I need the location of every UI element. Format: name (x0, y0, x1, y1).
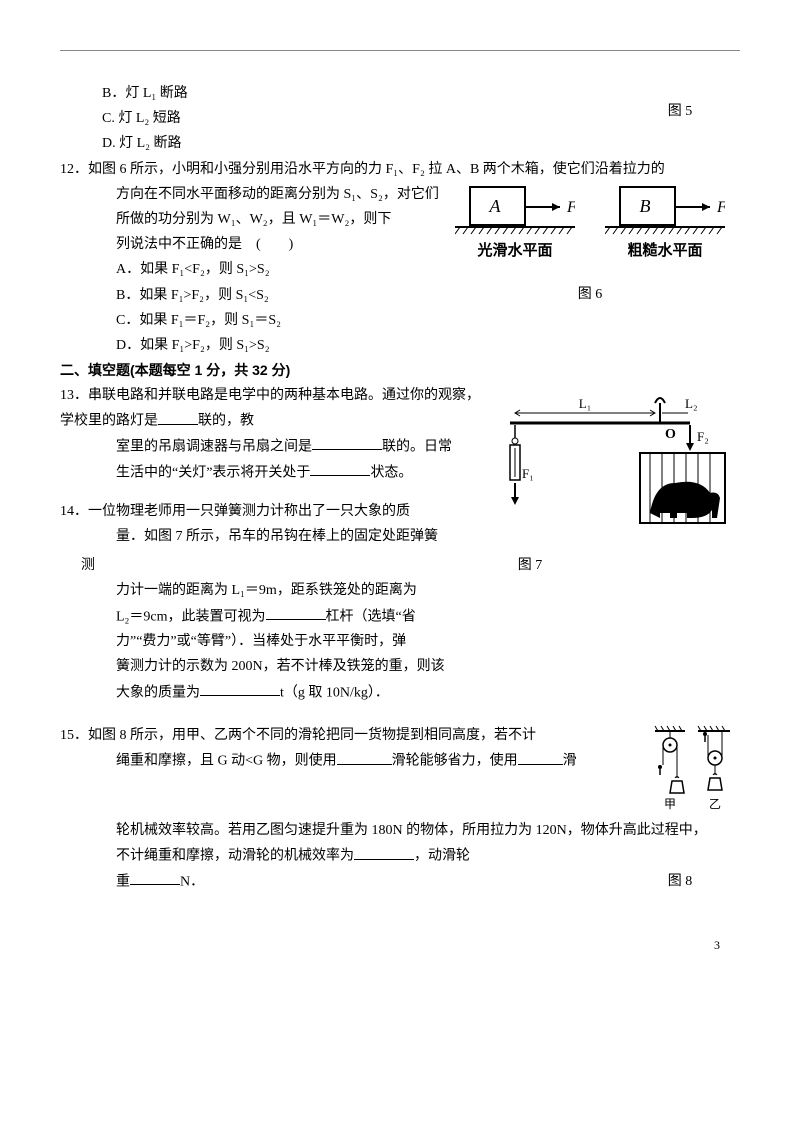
box-b-svg: B F₂ (605, 182, 725, 237)
O-label: O (665, 427, 676, 442)
surface-a: 光滑水平面 (455, 237, 575, 264)
option-b: B．灯 L₁ 断路 (60, 81, 620, 106)
q14-p2: 量．如图 7 所示，吊车的吊钩在棒上的固定处距弹簧 (60, 524, 480, 549)
q13: 13．串联电路和并联电路是电学中的两种基本电路。通过你的观察，学校里的路灯是联的… (60, 383, 480, 485)
jia-label: 甲 (664, 797, 676, 811)
surface-b: 粗糙水平面 (605, 237, 725, 264)
fig8-svg: 甲 乙 (650, 723, 735, 818)
q13-p1b: 联的，教 (198, 414, 254, 429)
options-block-prev: B．灯 L₁ 断路 C. 灯 L₂ 短路 D. 灯 L₂ 断路 图 5 (60, 81, 740, 157)
blank (337, 748, 392, 764)
q12: 12．如图 6 所示，小明和小强分别用沿水平方向的力 F₁、F₂ 拉 A、B 两… (60, 157, 740, 359)
q14-p5: 力”“费力”或“等臂”）．当棒处于水平平衡时，弹 (60, 629, 740, 654)
blank (310, 460, 370, 476)
q12-figure: A F₁ (440, 182, 740, 307)
q15-p2c: 滑 (563, 754, 577, 769)
F1-label: F₁ (522, 466, 534, 481)
force-b: F₂ (716, 199, 725, 216)
fig5-label-wrap: 图 5 (620, 81, 740, 124)
q15-p5a: 重 (116, 874, 130, 889)
blank (158, 408, 198, 424)
q14-p7b: t（g 取 10N/kg）． (280, 685, 389, 700)
yi-label: 乙 (709, 797, 721, 811)
q15-p2a: 绳重和摩擦，且 G 动<G 物，则使用 (116, 754, 337, 769)
q14-mid-row: 测 图 7 (60, 553, 740, 578)
q15-p1: 15．如图 8 所示，用甲、乙两个不同的滑轮把同一货物提到相同高度，若不计 (60, 723, 650, 748)
q15-p5b: N． (180, 874, 204, 889)
fig8-label: 图 8 (620, 869, 740, 894)
q15-p4a: 不计绳重和摩擦，动滑轮的机械效率为 (116, 849, 354, 864)
q15-p4b: ，动滑轮 (414, 849, 470, 864)
q13-p3b: 状态。 (370, 465, 412, 480)
force-a: F₁ (566, 199, 575, 216)
q14-top: 14．一位物理老师用一只弹簧测力计称出了一只大象的质 量．如图 7 所示，吊车的… (60, 499, 480, 549)
q13-p1: 13．串联电路和并联电路是电学中的两种基本电路。通过你的观察，学校里的路灯是 (60, 388, 480, 429)
page-number: 3 (60, 935, 740, 957)
box-a-svg: A F₁ (455, 182, 575, 237)
L1-label: L₁ (579, 396, 591, 411)
fig7-svg: L₁ L₂ O F₂ (490, 383, 730, 553)
L2-label: L₂ (685, 396, 697, 411)
option-d: D. 灯 L₂ 断路 (60, 131, 620, 156)
q14-p4b: 杠杆（选填“省 (326, 609, 416, 624)
fig8-wrap: 甲 乙 (650, 723, 740, 818)
box-b-label: B (640, 196, 651, 216)
q14-p2b: 测 (60, 558, 95, 573)
q12-opt-c: C．如果 F₁＝F₂，则 S₁＝S₂ (60, 308, 440, 333)
blank (266, 604, 326, 620)
q12-opt-d: D．如果 F₁>F₂，则 S₁>S₂ (60, 333, 440, 358)
fig7-wrap: L₁ L₂ O F₂ (480, 383, 740, 553)
section-2-title: 二、填空题(本题每空 1 分，共 32 分) (60, 358, 740, 383)
blank (312, 434, 382, 450)
fig7-label: 图 7 (430, 553, 630, 578)
q12-stem3: 列说法中不正确的是 ( ) (60, 232, 440, 257)
blank (354, 843, 414, 859)
blank (200, 680, 280, 696)
q13-q14-row: 13．串联电路和并联电路是电学中的两种基本电路。通过你的观察，学校里的路灯是联的… (60, 383, 740, 553)
fig5-label: 图 5 (620, 99, 740, 124)
q14-p3: 力计一端的距离为 L₁＝9m，距系铁笼处的距离为 (60, 578, 740, 603)
q13-p2a: 室里的吊扇调速器与吊扇之间是 (116, 439, 312, 454)
q12-stem2: 方向在不同水平面移动的距离分别为 S₁、S₂，对它们所做的功分别为 W₁、W₂，… (60, 182, 440, 232)
q15-p3: 轮机械效率较高。若用乙图匀速提升重为 180N 的物体，所用拉力为 120N，物… (60, 818, 740, 843)
q12-opt-b: B．如果 F₁>F₂，则 S₁<S₂ (60, 283, 440, 308)
blank (130, 869, 180, 885)
fig6-label: 图 6 (440, 282, 740, 307)
q14-p1: 14．一位物理老师用一只弹簧测力计称出了一只大象的质 (60, 499, 480, 524)
q15-p2b: 滑轮能够省力，使用 (392, 754, 518, 769)
q14-p7a: 大象的质量为 (116, 685, 200, 700)
q15-row: 15．如图 8 所示，用甲、乙两个不同的滑轮把同一货物提到相同高度，若不计 绳重… (60, 723, 740, 818)
q14-p4a: L₂＝9cm，此装置可视为 (116, 609, 266, 624)
q14-p6: 簧测力计的示数为 200N，若不计棒及铁笼的重，则该 (60, 654, 740, 679)
option-c: C. 灯 L₂ 短路 (60, 106, 620, 131)
box-a-label: A (489, 196, 502, 216)
F2-label: F₂ (697, 429, 709, 444)
q12-stem1: 12．如图 6 所示，小明和小强分别用沿水平方向的力 F₁、F₂ 拉 A、B 两… (60, 157, 740, 182)
blank (518, 748, 563, 764)
q13-p2b: 联的。日常 (382, 439, 452, 454)
q13-p3a: 生活中的“关灯”表示将开关处于 (116, 465, 310, 480)
q12-opt-a: A．如果 F₁<F₂，则 S₁>S₂ (60, 257, 440, 282)
top-rule (60, 50, 740, 51)
